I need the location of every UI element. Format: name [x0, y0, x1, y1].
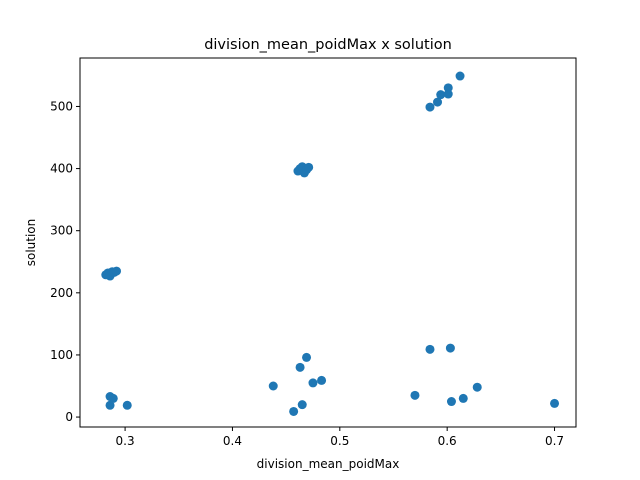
plot-frame [79, 57, 577, 428]
y-tick-label: 100 [50, 348, 73, 362]
data-point [443, 89, 453, 99]
data-point [455, 71, 465, 81]
y-axis-label: solution [24, 219, 38, 267]
x-tick-label: 0.5 [330, 434, 349, 448]
data-point [550, 398, 560, 408]
data-point [304, 162, 314, 172]
data-point [308, 378, 318, 388]
x-tick-label: 0.3 [116, 434, 135, 448]
data-point [112, 266, 122, 276]
data-point [317, 375, 327, 385]
x-tick-label: 0.4 [223, 434, 242, 448]
x-axis: 0.3 0.4 0.5 0.6 0.7 [116, 427, 564, 448]
data-point [297, 400, 307, 410]
data-point [289, 406, 299, 416]
x-tick-label: 0.7 [545, 434, 564, 448]
x-axis-label: division_mean_poidMax [257, 457, 400, 471]
data-point [410, 390, 420, 400]
data-point [472, 382, 482, 392]
data-point [458, 393, 468, 403]
data-point [443, 83, 453, 93]
data-point [445, 343, 455, 353]
y-tick-label: 300 [50, 224, 73, 238]
data-point [108, 393, 118, 403]
data-point [433, 97, 443, 107]
data-point [268, 381, 278, 391]
data-point [295, 362, 305, 372]
chart-title: division_mean_poidMax x solution [204, 37, 452, 53]
data-points [101, 71, 560, 416]
data-point [122, 400, 132, 410]
y-tick-label: 200 [50, 286, 73, 300]
y-tick-label: 0 [65, 410, 73, 424]
data-point [446, 397, 456, 407]
data-point [105, 400, 115, 410]
x-tick-label: 0.6 [438, 434, 457, 448]
y-tick-label: 500 [50, 99, 73, 113]
data-point [425, 344, 435, 354]
data-point [302, 352, 312, 362]
data-point [436, 90, 446, 100]
y-axis: 0 100 200 300 400 500 [50, 99, 80, 424]
data-point [425, 102, 435, 112]
y-tick-label: 400 [50, 162, 73, 176]
